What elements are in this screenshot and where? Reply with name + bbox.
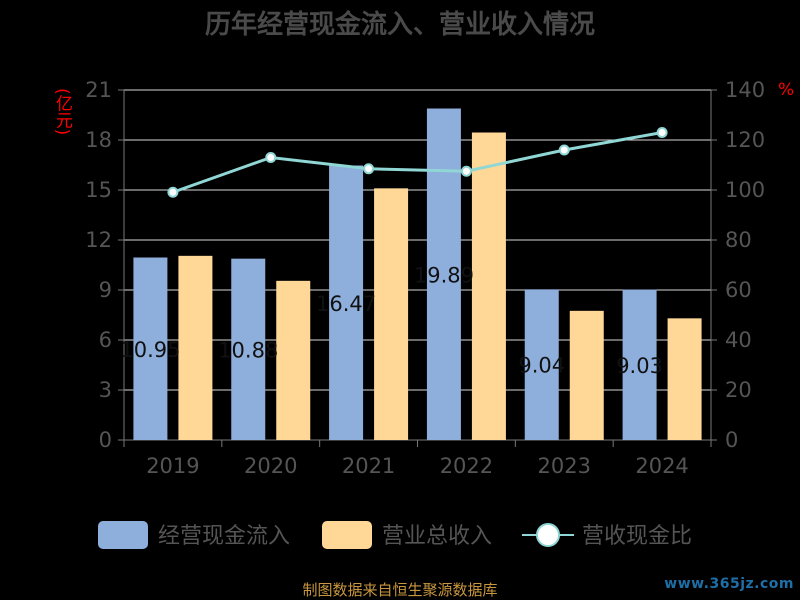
bar-cash-inflow	[524, 289, 559, 440]
y-left-tick-label: 12	[85, 228, 112, 252]
y-left-tick-label: 6	[99, 328, 112, 352]
line-point	[167, 186, 179, 198]
x-tick-label: 2019	[146, 454, 199, 478]
y-right-tick-label: 100	[725, 178, 765, 202]
bar-cash-inflow	[622, 289, 657, 440]
x-tick-label: 2023	[538, 454, 591, 478]
y-axis-left-label: (亿元)	[52, 88, 72, 136]
x-tick-label: 2021	[342, 454, 395, 478]
bar-cash-inflow	[231, 258, 266, 440]
legend-swatch	[322, 521, 372, 549]
bar-revenue	[374, 188, 409, 440]
line-point	[265, 152, 277, 163]
bar-data-label: 19.89	[414, 263, 474, 287]
line-point	[460, 165, 472, 177]
y-left-tick-label: 0	[99, 428, 112, 452]
y-right-tick-label: 80	[725, 228, 752, 252]
bar-data-label: 10.95	[120, 338, 180, 362]
bar-data-label: 9.03	[616, 354, 663, 378]
bar-data-label: 16.47	[316, 292, 376, 316]
bar-data-label: 10.88	[218, 338, 278, 362]
line-cash-ratio	[172, 131, 663, 194]
legend-label: 营收现金比	[582, 524, 692, 549]
y-left-tick-label: 21	[85, 78, 112, 102]
bar-cash-inflow	[426, 108, 461, 440]
watermark: www.365jz.com	[664, 576, 794, 592]
data-source-note: 制图数据来自恒生聚源数据库	[302, 581, 498, 599]
y-right-tick-label: 140	[725, 78, 765, 102]
y-axis-right-label: %	[778, 80, 795, 100]
x-tick-label: 2024	[635, 454, 688, 478]
line-point	[363, 163, 375, 175]
bar-data-label: 9.04	[518, 354, 565, 378]
y-left-tick-label: 9	[99, 278, 112, 302]
x-tick-label: 2020	[244, 454, 297, 478]
bar-revenue	[667, 318, 702, 440]
line-point	[558, 144, 570, 156]
y-right-tick-label: 0	[725, 428, 738, 452]
y-left-tick-label: 18	[85, 128, 112, 152]
y-left-tick-label: 15	[85, 178, 112, 202]
y-right-tick-label: 60	[725, 278, 752, 302]
chart-title: 历年经营现金流入、营业收入情况	[204, 10, 595, 40]
bar-cash-inflow	[133, 257, 168, 440]
y-right-tick-label: 120	[725, 128, 765, 152]
bar-revenue	[569, 310, 604, 440]
bar-revenue	[276, 280, 311, 440]
bar-revenue	[178, 255, 213, 440]
legend-marker	[536, 523, 560, 547]
y-left-tick-label: 3	[99, 378, 112, 402]
y-right-tick-label: 20	[725, 378, 752, 402]
legend-label: 经营现金流入	[158, 524, 290, 549]
legend-label: 营业总收入	[382, 524, 492, 549]
x-tick-label: 2022	[440, 454, 493, 478]
y-right-tick-label: 40	[725, 328, 752, 352]
bar-cash-inflow	[329, 165, 364, 440]
legend-swatch	[98, 521, 148, 549]
line-point	[656, 127, 668, 138]
bar-revenue	[471, 132, 506, 440]
